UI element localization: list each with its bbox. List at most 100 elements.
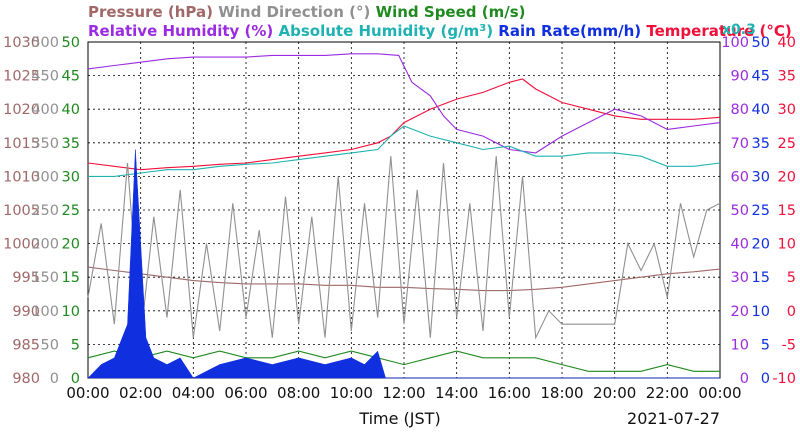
x-tick-label: 00:00 xyxy=(66,384,109,402)
tick-temperature: 30 xyxy=(778,102,796,118)
tick-relative-humidity: 60 xyxy=(731,169,749,185)
tick-absolute-humidity-rain: 15 xyxy=(752,270,770,286)
tick-absolute-humidity-rain: 5 xyxy=(761,337,770,353)
tick-relative-humidity: 10 xyxy=(731,337,749,353)
x-tick-label: 14:00 xyxy=(435,384,478,402)
tick-absolute-humidity-rain: 10 xyxy=(752,304,770,320)
rain-scale-note: x0.3 xyxy=(722,22,756,38)
tick-wind-direction: 50 xyxy=(41,337,59,353)
legend-row: Pressure (hPa) Wind Direction (°) Wind S… xyxy=(88,3,526,21)
tick-wind-direction: 200 xyxy=(31,237,59,253)
legend-row: Relative Humidity (%) Absolute Humidity … xyxy=(88,22,792,40)
date-label: 2021-07-27 xyxy=(627,409,720,428)
x-tick-label: 06:00 xyxy=(224,384,267,402)
tick-wind-direction: 100 xyxy=(31,304,59,320)
tick-wind-direction: 0 xyxy=(50,371,59,387)
x-axis-label: Time (JST) xyxy=(358,409,440,428)
series-pressure-hpa xyxy=(87,266,721,292)
tick-wind-speed: 15 xyxy=(62,270,80,286)
tick-temperature: 25 xyxy=(778,136,796,152)
series-absolute-humidity-g-m xyxy=(88,125,721,177)
legend-item: Wind Direction (°) xyxy=(213,3,370,21)
series-relative-humidity xyxy=(87,53,721,154)
tick-wind-direction: 300 xyxy=(31,169,59,185)
tick-wind-speed: 45 xyxy=(62,69,80,85)
tick-relative-humidity: 80 xyxy=(731,102,749,118)
tick-pressure: 1010 xyxy=(3,169,40,185)
tick-wind-speed: 30 xyxy=(62,169,80,185)
x-tick-label: 02:00 xyxy=(119,384,162,402)
tick-wind-speed: 50 xyxy=(62,35,80,51)
tick-absolute-humidity-rain: 20 xyxy=(752,237,770,253)
tick-temperature: 0 xyxy=(787,304,796,320)
x-tick-label: 04:00 xyxy=(172,384,215,402)
tick-wind-speed: 25 xyxy=(62,203,80,219)
legend-item: Relative Humidity (%) xyxy=(88,22,273,40)
tick-relative-humidity: 0 xyxy=(740,371,749,387)
tick-pressure: 1020 xyxy=(3,102,40,118)
tick-pressure: 995 xyxy=(12,270,40,286)
x-tick-label: 00:00 xyxy=(698,384,741,402)
tick-pressure: 1015 xyxy=(3,136,40,152)
tick-wind-direction: 500 xyxy=(31,35,59,51)
tick-wind-speed: 5 xyxy=(71,337,80,353)
tick-relative-humidity: 90 xyxy=(731,69,749,85)
x-tick-label: 16:00 xyxy=(488,384,531,402)
tick-relative-humidity: 20 xyxy=(731,304,749,320)
tick-wind-direction: 150 xyxy=(31,270,59,286)
series-rain-rate-mm-h xyxy=(87,149,720,379)
tick-absolute-humidity-rain: 35 xyxy=(752,136,770,152)
tick-temperature: 10 xyxy=(778,237,796,253)
tick-absolute-humidity-rain: 50 xyxy=(752,35,770,51)
tick-pressure: 1000 xyxy=(3,237,40,253)
tick-pressure: 1025 xyxy=(3,69,40,85)
tick-relative-humidity: 70 xyxy=(731,136,749,152)
tick-wind-direction: 350 xyxy=(31,136,59,152)
tick-wind-speed: 35 xyxy=(62,136,80,152)
legend-superscript: 3 xyxy=(479,23,486,34)
tick-relative-humidity: 40 xyxy=(731,237,749,253)
tick-wind-direction: 450 xyxy=(31,69,59,85)
tick-wind-direction: 400 xyxy=(31,102,59,118)
tick-temperature: 20 xyxy=(778,169,796,185)
legend-item: Rain Rate(mm/h) xyxy=(493,22,641,40)
tick-pressure: 990 xyxy=(12,304,40,320)
series-wind-direction xyxy=(87,156,721,340)
legend: Pressure (hPa) Wind Direction (°) Wind S… xyxy=(88,3,792,40)
legend-item: Absolute Humidity (g/m xyxy=(273,22,479,40)
tick-pressure: 1030 xyxy=(3,35,40,51)
axes-layer: 9809859909951000100510101015102010251030… xyxy=(3,35,796,402)
tick-pressure: 980 xyxy=(12,371,40,387)
tick-absolute-humidity-rain: 45 xyxy=(752,69,770,85)
tick-relative-humidity: 50 xyxy=(731,203,749,219)
x-tick-label: 10:00 xyxy=(330,384,373,402)
tick-absolute-humidity-rain: 30 xyxy=(752,169,770,185)
tick-temperature: -10 xyxy=(772,371,796,387)
tick-absolute-humidity-rain: 0 xyxy=(761,371,770,387)
tick-wind-direction: 250 xyxy=(31,203,59,219)
x-tick-label: 20:00 xyxy=(593,384,636,402)
x-tick-label: 18:00 xyxy=(540,384,583,402)
x-tick-label: 12:00 xyxy=(382,384,425,402)
tick-temperature: 15 xyxy=(778,203,796,219)
x-tick-label: 22:00 xyxy=(646,384,689,402)
legend-item-close: ) xyxy=(486,22,493,40)
tick-temperature: 40 xyxy=(778,35,796,51)
tick-wind-speed: 40 xyxy=(62,102,80,118)
tick-pressure: 1005 xyxy=(3,203,40,219)
tick-relative-humidity: 100 xyxy=(721,35,749,51)
tick-wind-speed: 20 xyxy=(62,237,80,253)
tick-pressure: 985 xyxy=(12,337,40,353)
tick-absolute-humidity-rain: 25 xyxy=(752,203,770,219)
series-layer xyxy=(87,53,721,379)
tick-temperature: 5 xyxy=(787,270,796,286)
x-tick-label: 08:00 xyxy=(277,384,320,402)
legend-item: Wind Speed (m/s) xyxy=(370,3,525,21)
legend-item: Pressure (hPa) xyxy=(88,3,213,21)
tick-wind-speed: 10 xyxy=(62,304,80,320)
tick-wind-speed: 0 xyxy=(71,371,80,387)
tick-absolute-humidity-rain: 40 xyxy=(752,102,770,118)
legend-item: Temperature (°C) xyxy=(641,22,792,40)
